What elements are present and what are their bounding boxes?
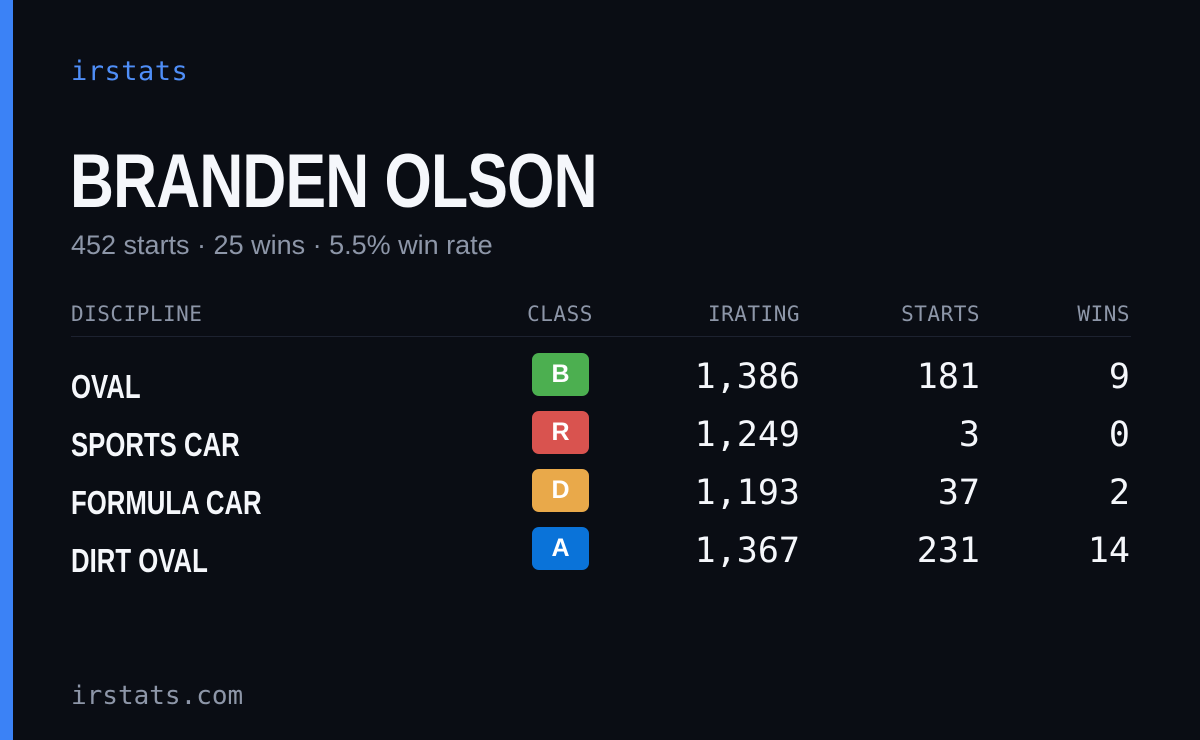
table-row: OVAL B 1,386 181 9 (71, 353, 1131, 411)
brand-logo-text: irstats (71, 56, 189, 87)
irating-value: 1,367 (694, 531, 800, 571)
irating-value: 1,249 (694, 415, 800, 455)
starts-value: 3 (958, 415, 980, 455)
header-class: CLASS (527, 302, 593, 326)
discipline-name: FORMULA CAR (71, 484, 262, 521)
header-irating: IRATING (707, 302, 800, 326)
discipline-name: DIRT OVAL (71, 542, 208, 579)
license-class-badge: R (532, 411, 589, 454)
header-starts: STARTS (901, 302, 980, 326)
accent-bar (0, 0, 13, 740)
discipline-name: SPORTS CAR (71, 426, 240, 463)
irating-value: 1,386 (694, 357, 800, 397)
wins-value: 2 (1108, 473, 1130, 513)
discipline-stats-table: DISCIPLINE CLASS IRATING STARTS WINS OVA… (71, 298, 1131, 585)
license-class-badge: B (532, 353, 589, 396)
table-row: FORMULA CAR D 1,193 37 2 (71, 469, 1131, 527)
starts-value: 181 (916, 357, 980, 397)
irating-value: 1,193 (694, 473, 800, 513)
license-class-badge: A (532, 527, 589, 570)
wins-value: 0 (1108, 415, 1130, 455)
starts-value: 231 (916, 531, 980, 571)
license-class-badge: D (532, 469, 589, 512)
starts-value: 37 (937, 473, 980, 513)
footer-site-url[interactable]: irstats.com (71, 681, 244, 711)
header-wins: WINS (1077, 302, 1130, 326)
discipline-name: OVAL (71, 368, 141, 405)
table-row: SPORTS CAR R 1,249 3 0 (71, 411, 1131, 469)
table-header-row: DISCIPLINE CLASS IRATING STARTS WINS (71, 298, 1131, 337)
wins-value: 9 (1108, 357, 1130, 397)
table-row: DIRT OVAL A 1,367 231 14 (71, 527, 1131, 585)
table-body: OVAL B 1,386 181 9 SPORTS CAR R 1,249 3 … (71, 337, 1131, 585)
wins-value: 14 (1087, 531, 1130, 571)
driver-name: BRANDEN OLSON (70, 139, 597, 224)
header-discipline: DISCIPLINE (71, 302, 203, 326)
driver-summary: 452 starts · 25 wins · 5.5% win rate (71, 230, 493, 260)
